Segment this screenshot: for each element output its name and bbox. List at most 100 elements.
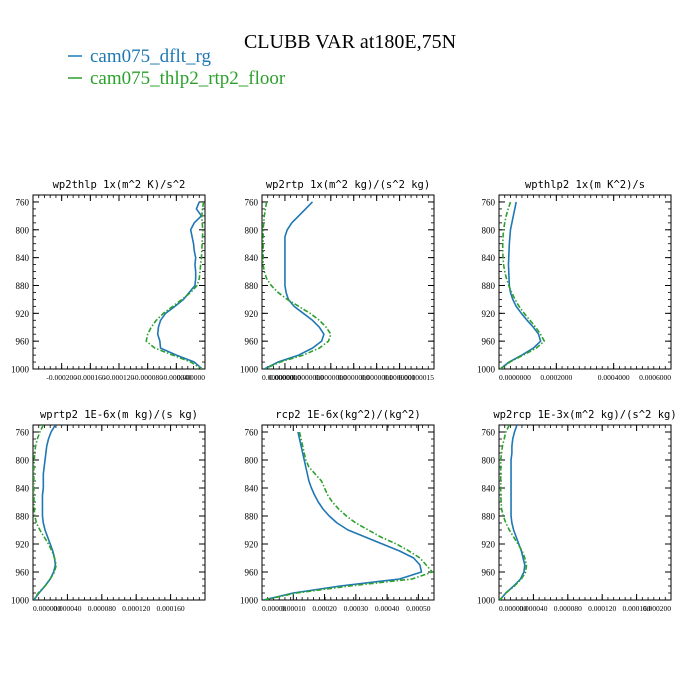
y-tick-label: 920 bbox=[16, 540, 30, 550]
panel-4: wprtp2 1E-6x(m kg)/(s kg) 760 800 840 880 920… bbox=[11, 409, 206, 613]
x-tick-label: 0.00000 bbox=[262, 604, 287, 613]
y-tick-label: 760 bbox=[245, 197, 259, 207]
y-tick-label: 920 bbox=[482, 309, 496, 319]
x-tick-label: 0.000040 bbox=[53, 604, 81, 613]
y-tick-label: 1000 bbox=[477, 365, 496, 375]
series-line-2 bbox=[499, 425, 528, 600]
series-line-2 bbox=[263, 431, 434, 600]
y-tick-label: 920 bbox=[245, 540, 259, 550]
x-tick-label: 0.000000 bbox=[33, 604, 61, 613]
y-tick-label: 880 bbox=[16, 512, 30, 522]
legend-entry-1: cam075_dflt_rg bbox=[68, 46, 212, 67]
y-tick-label: 960 bbox=[482, 568, 496, 578]
series-line-2 bbox=[262, 201, 332, 369]
panel-5: rcp2 1E-6x(kg^2)/(kg^2) 760 800 840 880 920 96… bbox=[240, 409, 435, 613]
series-line-1 bbox=[156, 201, 203, 369]
y-tick-label: 800 bbox=[16, 456, 30, 466]
y-tick-label: 880 bbox=[482, 512, 496, 522]
panel-title: wprtp2 1E-6x(m kg)/(s kg) bbox=[40, 409, 198, 421]
x-tick-label: 0.000200 bbox=[643, 604, 671, 613]
y-tick-label: 960 bbox=[245, 337, 259, 347]
y-tick-label: 800 bbox=[482, 456, 496, 466]
y-tick-label: 1000 bbox=[11, 365, 30, 375]
x-tick-label: 0.000160 bbox=[157, 604, 185, 613]
x-tick-label: 0.00040 bbox=[375, 604, 400, 613]
plot-frame bbox=[498, 194, 672, 370]
x-tick-label: -0.000120 bbox=[104, 373, 135, 382]
x-tick-label: 0.000120 bbox=[588, 604, 616, 613]
y-tick-label: 960 bbox=[16, 568, 30, 578]
y-tick-label: 920 bbox=[245, 309, 259, 319]
panel-3: wpthlp2 1x(m K^2)/s 760 800 840 880 920 960 100… bbox=[477, 179, 672, 382]
x-tick-label: 0.0000000 bbox=[292, 373, 324, 382]
y-tick-label: 800 bbox=[482, 225, 496, 235]
x-tick-label: 0.000080 bbox=[88, 604, 116, 613]
x-tick-label: 0.0000000 bbox=[499, 373, 531, 382]
series-line-1 bbox=[499, 425, 526, 600]
y-tick-label: 840 bbox=[245, 253, 259, 263]
legend-label: cam075_dflt_rg bbox=[90, 46, 212, 67]
y-tick-label: 960 bbox=[482, 337, 496, 347]
plot-frame bbox=[32, 424, 206, 601]
y-tick-label: 880 bbox=[482, 281, 496, 291]
x-tick-label: 0.0000000 bbox=[338, 373, 370, 382]
x-tick-label: 0.0000001 bbox=[361, 373, 393, 382]
x-tick-label: 0.0002000 bbox=[540, 373, 572, 382]
x-tick-label: 0.00030 bbox=[344, 604, 369, 613]
x-tick-label: -0.000080 bbox=[132, 373, 163, 382]
y-tick-label: 1000 bbox=[240, 596, 259, 606]
x-tick-label: 0.000040 bbox=[519, 604, 547, 613]
x-tick-label: 0.000080 bbox=[554, 604, 582, 613]
x-tick-label: 0.0004000 bbox=[598, 373, 630, 382]
y-tick-label: 800 bbox=[245, 456, 259, 466]
x-tick-label: -0.000040 bbox=[161, 373, 192, 382]
panel-title: wp2thlp 1x(m^2 K)/s^2 bbox=[53, 179, 186, 191]
x-tick-label: 0.00020 bbox=[312, 604, 337, 613]
x-tick-label: 0.000000 bbox=[499, 604, 527, 613]
plot-frame bbox=[32, 194, 206, 370]
x-tick-label: 0.00050 bbox=[406, 604, 431, 613]
x-tick-label: -0.000200 bbox=[46, 373, 77, 382]
plot-frame bbox=[498, 424, 672, 601]
series-line-2 bbox=[499, 201, 546, 369]
x-tick-label: 0.0000000 bbox=[269, 373, 301, 382]
y-tick-label: 840 bbox=[482, 484, 496, 494]
panel-2: wp2rtp 1x(m^2 kg)/(s^2 kg) 760 800 840 880 92… bbox=[240, 179, 435, 382]
x-tick-label: 0.000160 bbox=[623, 604, 651, 613]
legend-entry-2: cam075_thlp2_rtp2_floor bbox=[68, 68, 286, 89]
plot-frame bbox=[261, 194, 435, 370]
y-tick-label: 840 bbox=[16, 253, 30, 263]
figure-title: CLUBB VAR at180E,75N bbox=[244, 31, 456, 53]
x-tick-label: 0.0000000 bbox=[315, 373, 347, 382]
y-tick-label: 800 bbox=[245, 225, 259, 235]
y-tick-label: 760 bbox=[482, 197, 496, 207]
y-tick-label: 840 bbox=[245, 484, 259, 494]
y-tick-label: 1000 bbox=[477, 596, 496, 606]
panel-title: wp2rtp 1x(m^2 kg)/(s^2 kg) bbox=[266, 179, 430, 191]
x-tick-label: -0.000160 bbox=[75, 373, 106, 382]
x-tick-label: 0.000000 bbox=[177, 373, 205, 382]
x-tick-label: 0.0000001 bbox=[384, 373, 416, 382]
x-tick-label: 0.0000000 bbox=[262, 373, 294, 382]
y-tick-label: 760 bbox=[16, 428, 30, 438]
y-tick-label: 880 bbox=[245, 281, 259, 291]
panel-title: wp2rcp 1E-3x(m^2 kg)/(s^2 kg) bbox=[493, 409, 676, 421]
y-tick-label: 960 bbox=[16, 337, 30, 347]
series-line-1 bbox=[33, 425, 57, 600]
y-tick-label: 760 bbox=[245, 428, 259, 438]
y-tick-label: 880 bbox=[16, 281, 30, 291]
y-tick-label: 760 bbox=[482, 428, 496, 438]
series-line-1 bbox=[499, 201, 542, 369]
y-tick-label: 880 bbox=[245, 512, 259, 522]
panel-grid: wp2thlp 1x(m^2 K)/s^2 760 800 840 880 920 960 1… bbox=[11, 179, 677, 613]
y-tick-label: 920 bbox=[16, 309, 30, 319]
y-tick-label: 760 bbox=[16, 197, 30, 207]
y-tick-label: 1000 bbox=[11, 596, 30, 606]
x-tick-label: 0.00000015 bbox=[398, 373, 434, 382]
x-tick-label: 0.000120 bbox=[122, 604, 150, 613]
y-tick-label: 1000 bbox=[240, 365, 259, 375]
x-tick-label: 0.00010 bbox=[281, 604, 306, 613]
panel-title: wpthlp2 1x(m K^2)/s bbox=[525, 179, 645, 191]
